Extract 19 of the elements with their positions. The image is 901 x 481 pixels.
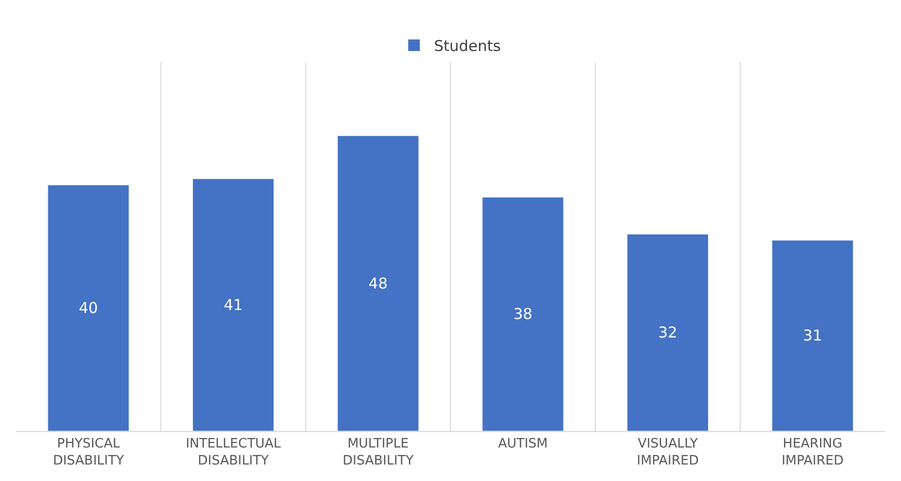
bar	[192, 178, 274, 431]
data-label: 31	[803, 326, 822, 345]
x-tick-label: INTELLECTUAL DISABILITY	[186, 436, 282, 468]
data-label: 32	[658, 324, 678, 342]
bar	[772, 240, 854, 431]
bar	[482, 197, 564, 431]
data-label: 40	[78, 299, 98, 317]
bar	[48, 184, 130, 431]
data-label: 48	[368, 274, 388, 292]
legend-label: Students	[434, 37, 502, 56]
bar	[626, 234, 709, 431]
x-tick-label: MULTIPLE DISABILITY	[342, 436, 414, 468]
x-tick-label: VISUALLY IMPAIRED	[636, 436, 699, 468]
data-label: 41	[224, 296, 243, 314]
bar	[337, 136, 419, 431]
x-tick-label: PHYSICAL DISABILITY	[52, 436, 124, 468]
x-tick-label: HEARING IMPAIRED	[782, 436, 844, 468]
x-tick-label: AUTISM	[498, 436, 548, 452]
data-label: 38	[513, 305, 532, 324]
